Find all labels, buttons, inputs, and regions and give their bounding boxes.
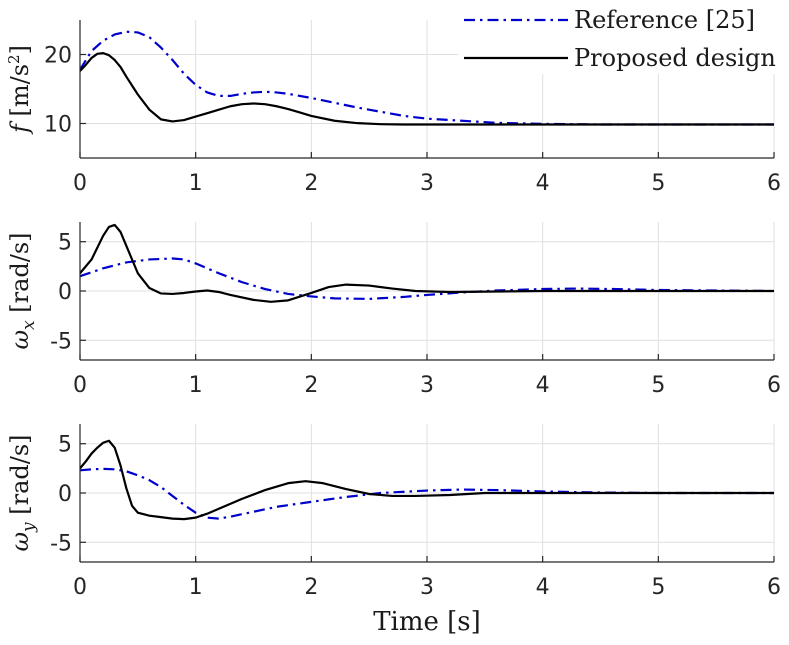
x-tick-label: 0 xyxy=(73,575,87,600)
y-tick-label: 5 xyxy=(58,433,72,458)
proposed-series-line xyxy=(80,223,774,303)
legend: Reference [25] Proposed design xyxy=(458,2,780,74)
x-tick-label: 6 xyxy=(767,171,781,196)
x-axis-label: Time [s] xyxy=(373,607,481,637)
x-tick-label: 2 xyxy=(304,373,318,398)
reference-series-line xyxy=(80,467,774,520)
legend-entry: Proposed design xyxy=(574,44,776,72)
x-tick-label: 4 xyxy=(536,575,550,600)
x-tick-label: 3 xyxy=(420,575,434,600)
proposed-series-line xyxy=(80,52,774,126)
x-tick-label: 3 xyxy=(420,373,434,398)
x-tick-label: 6 xyxy=(767,575,781,600)
proposed-series-line xyxy=(80,439,774,521)
x-tick-label: 5 xyxy=(651,373,665,398)
y-tick-label: -5 xyxy=(50,531,72,556)
legend-box xyxy=(458,2,780,74)
y-axis-label: f [m/s2] xyxy=(5,45,34,135)
x-tick-label: 6 xyxy=(767,373,781,398)
x-tick-label: 1 xyxy=(189,575,203,600)
x-tick-label: 1 xyxy=(189,373,203,398)
y-axis-label: ωx [rad/s] xyxy=(6,232,39,349)
y-tick-label: 0 xyxy=(58,280,72,305)
x-tick-label: 5 xyxy=(651,575,665,600)
y-axis-label: ωy [rad/s] xyxy=(6,434,39,551)
y-tick-label: 20 xyxy=(44,44,72,69)
x-tick-label: 4 xyxy=(536,373,550,398)
x-tick-label: 0 xyxy=(73,171,87,196)
x-tick-label: 3 xyxy=(420,171,434,196)
y-tick-label: 10 xyxy=(44,113,72,138)
legend-entry: Reference [25] xyxy=(574,6,755,34)
x-tick-label: 0 xyxy=(73,373,87,398)
x-tick-label: 2 xyxy=(304,171,318,196)
x-tick-label: 4 xyxy=(536,171,550,196)
subplot-1: 0 1 2 3 4 5 6 10 20 f [m/s2] Reference [25] Propose… xyxy=(5,2,781,196)
x-tick-label: 2 xyxy=(304,575,318,600)
y-tick-label: -5 xyxy=(50,329,72,354)
y-tick-label: 0 xyxy=(58,482,72,507)
x-tick-label: 5 xyxy=(651,171,665,196)
x-tick-label: 1 xyxy=(189,171,203,196)
y-tick-label: 5 xyxy=(58,231,72,256)
reference-series-line xyxy=(80,30,774,126)
reference-series-line xyxy=(80,257,774,300)
